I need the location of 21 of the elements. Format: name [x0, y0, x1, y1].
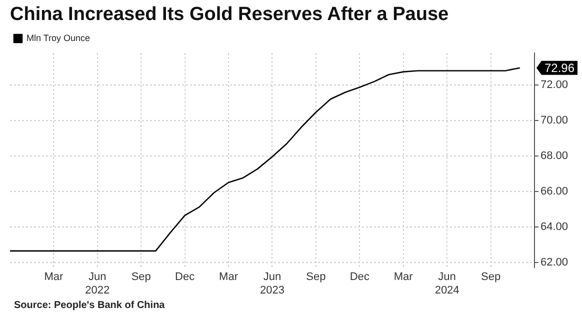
x-tick-label: Mar	[394, 271, 414, 284]
chart-title: China Increased Its Gold Reserves After a Pause	[9, 3, 450, 27]
x-tick-label: Sep	[306, 271, 326, 284]
y-tick-label: 64.00	[540, 220, 568, 233]
x-tick-label: Dec	[350, 271, 370, 284]
y-tick-label: 66.00	[540, 185, 568, 198]
annotation: 72.96	[544, 61, 575, 76]
y-tick-label: 72.00	[540, 78, 568, 91]
x-tick-label: Jun 2023	[260, 271, 284, 296]
x-tick-label: Mar	[219, 271, 238, 284]
x-tick-label: Jun 2024	[434, 271, 460, 296]
x-tick-label: Sep	[480, 271, 501, 284]
x-tick-label: Dec	[175, 271, 196, 284]
source-note: Source: People's Bank of China	[13, 300, 166, 311]
x-tick-label: Sep	[131, 271, 151, 284]
y-tick-label: 68.00	[540, 150, 568, 162]
legend-label: Mln Troy Ounce	[26, 32, 90, 43]
y-tick-label: 62.00	[540, 256, 568, 268]
y-tick-label: 70.00	[540, 114, 568, 126]
x-tick-label: Jun 2022	[85, 271, 110, 296]
x-tick-label: Mar	[44, 271, 64, 284]
